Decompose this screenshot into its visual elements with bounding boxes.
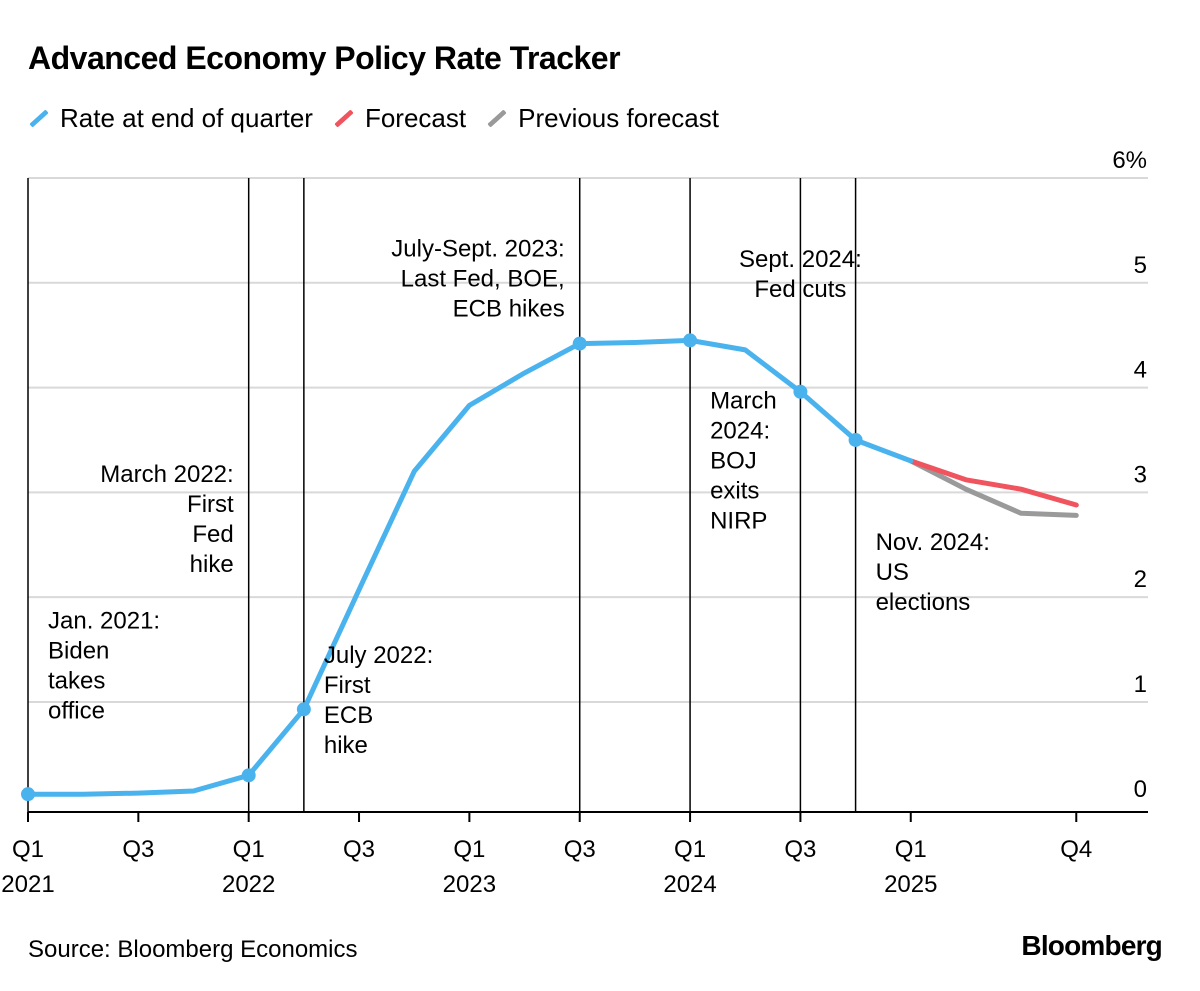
event-annotation-text: First — [324, 672, 371, 699]
y-tick-label: 6% — [1112, 147, 1147, 174]
x-tick-label: Q4 — [1060, 836, 1092, 863]
x-tick-year-label: 2021 — [1, 871, 54, 898]
event-annotation-text: BOJ — [710, 448, 757, 475]
y-tick-label: 3 — [1134, 461, 1147, 488]
x-tick-year-label: 2024 — [663, 871, 716, 898]
x-tick-label: Q1 — [895, 836, 927, 863]
x-tick-label: Q1 — [674, 836, 706, 863]
event-annotation-text: Last Fed, BOE, — [401, 266, 565, 293]
event-annotation-text: elections — [876, 589, 971, 616]
event-annotation-text: Jan. 2021: — [48, 608, 160, 635]
event-annotation-text: ECB hikes — [453, 296, 565, 323]
x-tick-label: Q1 — [453, 836, 485, 863]
event-annotation-text: March — [710, 388, 777, 415]
legend-label-forecast: Forecast — [364, 102, 467, 133]
legend: Rate at end of quarter Forecast Previous… — [28, 100, 739, 136]
source-note: Source: Bloomberg Economics — [28, 936, 358, 963]
x-tick-year-label: 2023 — [443, 871, 496, 898]
event-annotation-text: NIRP — [710, 508, 767, 535]
event-annotation-text: Fed — [192, 521, 233, 548]
previous-forecast-line — [908, 458, 1079, 518]
event-annotation-text: US — [876, 559, 909, 586]
x-tick-label: Q3 — [784, 836, 816, 863]
x-tick-label: Q3 — [564, 836, 596, 863]
bloomberg-logo: Bloomberg — [1021, 930, 1162, 961]
rate-point — [572, 336, 587, 351]
y-tick-label: 2 — [1134, 566, 1147, 593]
rate-point — [296, 702, 311, 717]
event-annotation-text: office — [48, 698, 105, 725]
event-annotation-text: Biden — [48, 638, 109, 665]
event-annotation-text: exits — [710, 478, 759, 505]
y-tick-label: 4 — [1134, 357, 1147, 384]
x-tick-year-label: 2025 — [884, 871, 937, 898]
y-tick-label: 5 — [1134, 252, 1147, 279]
legend-label-previous-forecast: Previous forecast — [518, 102, 719, 133]
x-tick-label: Q3 — [122, 836, 154, 863]
x-tick-label: Q1 — [233, 836, 265, 863]
event-annotation-text: Sept. 2024: — [739, 246, 862, 273]
event-annotation-text: ECB — [324, 702, 373, 729]
event-annotation-text: Nov. 2024: — [876, 529, 990, 556]
y-tick-label: 1 — [1134, 671, 1147, 698]
event-annotation-text: Fed cuts — [754, 276, 846, 303]
x-tick-label: Q3 — [343, 836, 375, 863]
event-annotation-text: hike — [190, 551, 234, 578]
x-tick-year-label: 2022 — [222, 871, 275, 898]
rate-point — [793, 384, 808, 399]
event-annotation-text: First — [187, 491, 234, 518]
rate-point — [21, 787, 35, 802]
forecast-line — [908, 458, 1079, 508]
event-annotation-text: July-Sept. 2023: — [391, 236, 564, 263]
rate-point — [683, 333, 698, 348]
x-tick-label: Q1 — [12, 836, 44, 863]
event-annotation-text: takes — [48, 668, 105, 695]
rate-line — [25, 337, 914, 797]
event-annotation-text: hike — [324, 732, 368, 759]
event-annotation-text: 2024: — [710, 418, 770, 445]
legend-label-rate: Rate at end of quarter — [60, 102, 313, 133]
rate-point — [848, 432, 863, 447]
y-tick-label: 0 — [1134, 776, 1147, 803]
rate-point — [241, 768, 256, 783]
event-annotation-text: July 2022: — [324, 642, 433, 669]
event-annotation-text: March 2022: — [100, 461, 233, 488]
legend-item-forecast: Forecast — [333, 103, 466, 134]
legend-item-previous-forecast: Previous forecast — [486, 103, 719, 134]
legend-item-rate: Rate at end of quarter — [28, 103, 313, 134]
chart-title: Advanced Economy Policy Rate Tracker — [28, 40, 621, 76]
